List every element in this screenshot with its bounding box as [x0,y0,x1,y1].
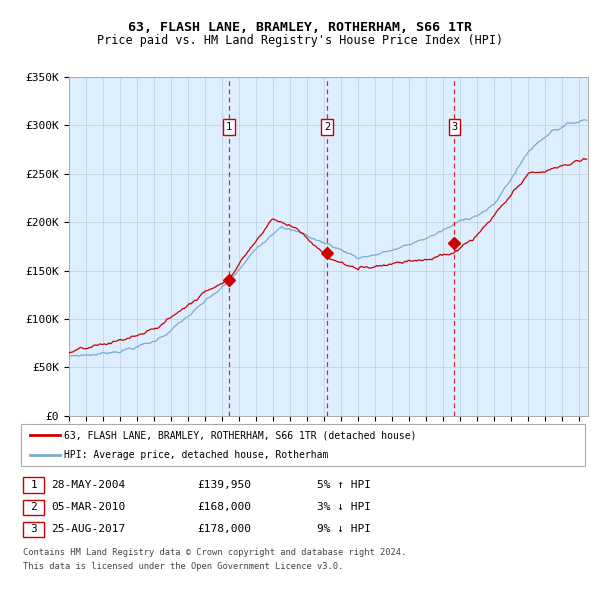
Text: 63, FLASH LANE, BRAMLEY, ROTHERHAM, S66 1TR: 63, FLASH LANE, BRAMLEY, ROTHERHAM, S66 … [128,21,472,34]
Text: 1: 1 [30,480,37,490]
Text: 1: 1 [226,122,232,132]
Text: 05-MAR-2010: 05-MAR-2010 [52,503,126,512]
Text: HPI: Average price, detached house, Rotherham: HPI: Average price, detached house, Roth… [64,450,329,460]
Text: 5% ↑ HPI: 5% ↑ HPI [317,480,371,490]
Text: 25-AUG-2017: 25-AUG-2017 [52,525,126,534]
Text: £178,000: £178,000 [197,525,251,534]
Text: This data is licensed under the Open Government Licence v3.0.: This data is licensed under the Open Gov… [23,562,343,571]
Text: 3: 3 [451,122,458,132]
Text: 63, FLASH LANE, BRAMLEY, ROTHERHAM, S66 1TR (detached house): 63, FLASH LANE, BRAMLEY, ROTHERHAM, S66 … [64,430,416,440]
Text: 3: 3 [30,525,37,534]
Text: £168,000: £168,000 [197,503,251,512]
Text: 2: 2 [30,503,37,512]
Text: 28-MAY-2004: 28-MAY-2004 [52,480,126,490]
Text: Contains HM Land Registry data © Crown copyright and database right 2024.: Contains HM Land Registry data © Crown c… [23,548,406,557]
Text: 9% ↓ HPI: 9% ↓ HPI [317,525,371,534]
Text: 3% ↓ HPI: 3% ↓ HPI [317,503,371,512]
Text: £139,950: £139,950 [197,480,251,490]
Text: 2: 2 [324,122,330,132]
Text: Price paid vs. HM Land Registry's House Price Index (HPI): Price paid vs. HM Land Registry's House … [97,34,503,47]
